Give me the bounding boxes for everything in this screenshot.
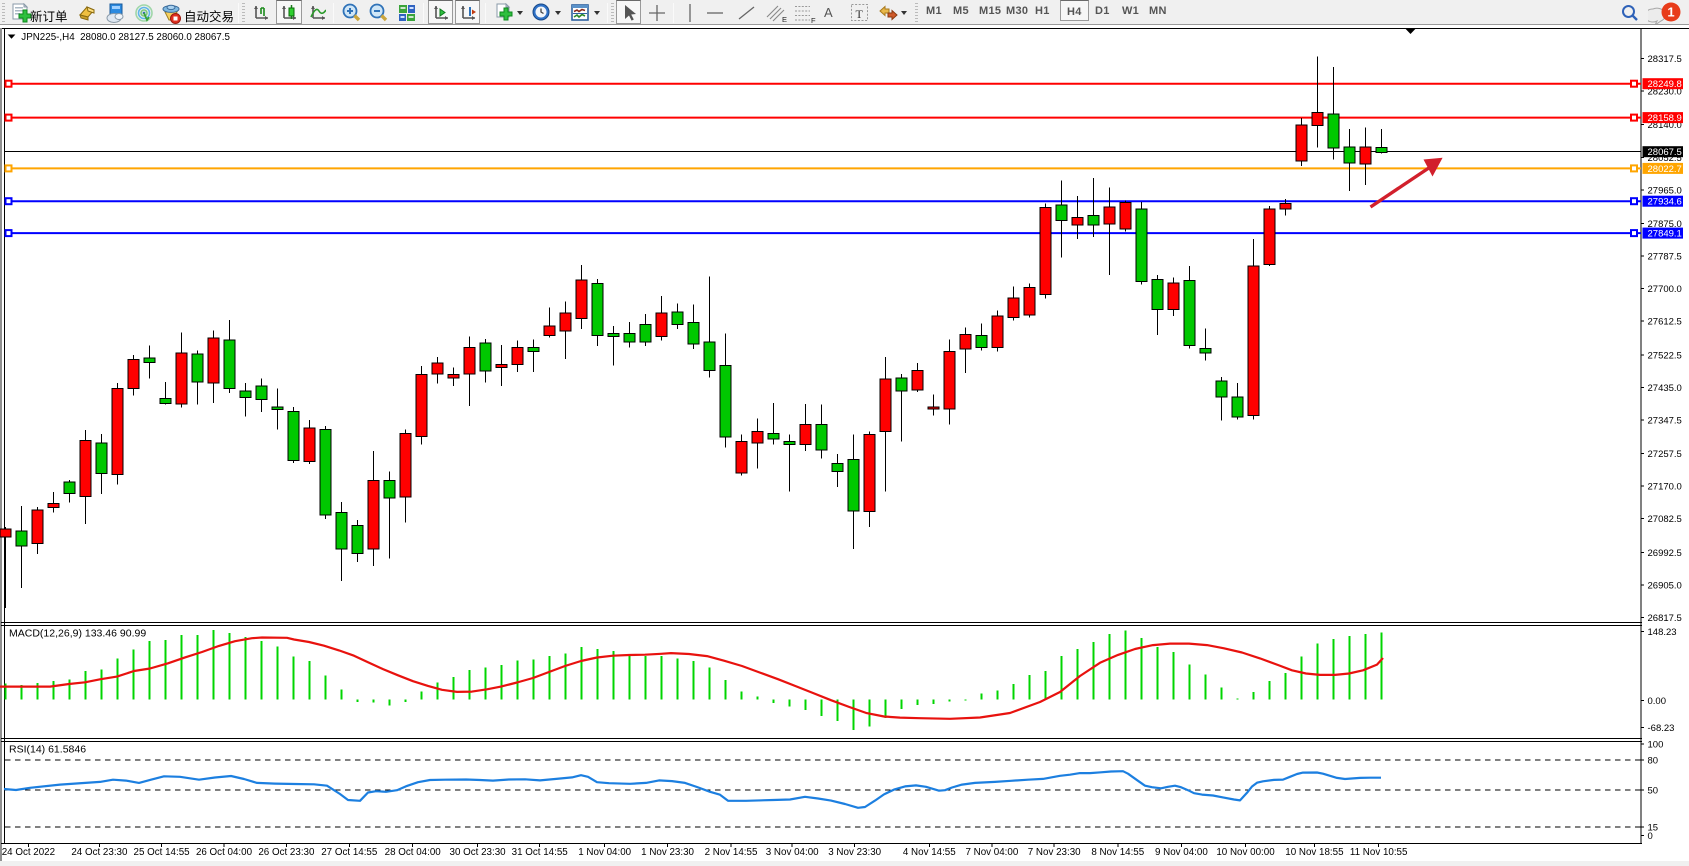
svg-text:28140.0: 28140.0 [1648, 120, 1682, 131]
svg-text:3 Nov 23:30: 3 Nov 23:30 [828, 847, 881, 858]
svg-text:26992.5: 26992.5 [1648, 548, 1682, 559]
svg-text:0.00: 0.00 [1648, 696, 1667, 707]
svg-text:RSI(14) 61.5846: RSI(14) 61.5846 [9, 744, 86, 756]
svg-text:27700.0: 27700.0 [1648, 284, 1682, 295]
svg-text:27522.5: 27522.5 [1648, 350, 1682, 361]
svg-text:148.23: 148.23 [1648, 627, 1677, 638]
svg-text:28 Oct 04:00: 28 Oct 04:00 [385, 847, 442, 858]
svg-text:24 Oct 23:30: 24 Oct 23:30 [71, 847, 128, 858]
svg-text:10 Nov 18:55: 10 Nov 18:55 [1285, 847, 1344, 858]
svg-text:1 Nov 23:30: 1 Nov 23:30 [641, 847, 694, 858]
svg-text:10 Nov 00:00: 10 Nov 00:00 [1216, 847, 1275, 858]
svg-text:27 Oct 14:55: 27 Oct 14:55 [321, 847, 378, 858]
svg-text:27934.6: 27934.6 [1648, 197, 1682, 208]
svg-text:27170.0: 27170.0 [1648, 482, 1682, 493]
svg-text:7 Nov 23:30: 7 Nov 23:30 [1028, 847, 1081, 858]
svg-text:8 Nov 14:55: 8 Nov 14:55 [1091, 847, 1144, 858]
svg-text:27787.5: 27787.5 [1648, 252, 1682, 263]
svg-text:11 Nov 10:55: 11 Nov 10:55 [1350, 847, 1408, 858]
svg-text:50: 50 [1648, 786, 1659, 797]
svg-text:3 Nov 04:00: 3 Nov 04:00 [766, 847, 819, 858]
svg-text:30 Oct 23:30: 30 Oct 23:30 [450, 847, 507, 858]
svg-text:24 Oct 2022: 24 Oct 2022 [2, 847, 55, 858]
svg-text:26905.0: 26905.0 [1648, 580, 1682, 591]
svg-text:26 Oct 04:00: 26 Oct 04:00 [196, 847, 253, 858]
svg-text:MACD(12,26,9) 133.46 90.99: MACD(12,26,9) 133.46 90.99 [9, 628, 146, 640]
svg-text:1: 1 [1667, 5, 1674, 20]
svg-text:F: F [811, 16, 816, 23]
svg-text:28022.7: 28022.7 [1648, 164, 1682, 175]
svg-text:-68.23: -68.23 [1648, 723, 1675, 734]
svg-text:25 Oct 14:55: 25 Oct 14:55 [134, 847, 191, 858]
svg-text:28052.5: 28052.5 [1648, 153, 1682, 164]
svg-text:0: 0 [1648, 831, 1653, 842]
svg-text:27435.0: 27435.0 [1648, 383, 1682, 394]
svg-text:26 Oct 23:30: 26 Oct 23:30 [258, 847, 315, 858]
svg-text:T: T [856, 7, 864, 21]
svg-text:27612.5: 27612.5 [1648, 317, 1682, 328]
svg-text:9 Nov 04:00: 9 Nov 04:00 [1155, 847, 1208, 858]
svg-text:27082.5: 27082.5 [1648, 514, 1682, 525]
svg-text:31 Oct 14:55: 31 Oct 14:55 [512, 847, 569, 858]
svg-text:7 Nov 04:00: 7 Nov 04:00 [965, 847, 1018, 858]
svg-text:27849.1: 27849.1 [1648, 229, 1682, 240]
svg-text:2 Nov 14:55: 2 Nov 14:55 [705, 847, 758, 858]
svg-text:26817.5: 26817.5 [1648, 613, 1682, 624]
svg-text:27257.5: 27257.5 [1648, 449, 1682, 460]
svg-text:28158.9: 28158.9 [1648, 113, 1682, 124]
svg-text:100: 100 [1648, 740, 1664, 751]
svg-text:4 Nov 14:55: 4 Nov 14:55 [903, 847, 956, 858]
svg-text:80: 80 [1648, 755, 1659, 766]
svg-text:28317.5: 28317.5 [1648, 54, 1682, 65]
svg-text:28249.8: 28249.8 [1648, 79, 1682, 90]
svg-text:JPN225-,H4 28080.0 28127.5 28: JPN225-,H4 28080.0 28127.5 28060.0 28067… [21, 32, 230, 43]
svg-text:28230.0: 28230.0 [1648, 87, 1682, 98]
svg-text:27965.0: 27965.0 [1648, 185, 1682, 196]
svg-text:28067.5: 28067.5 [1648, 147, 1682, 158]
svg-text:27875.0: 27875.0 [1648, 219, 1682, 230]
svg-text:15: 15 [1648, 823, 1659, 834]
svg-text:27347.5: 27347.5 [1648, 416, 1682, 427]
svg-text:1 Nov 04:00: 1 Nov 04:00 [578, 847, 631, 858]
svg-text:E: E [782, 15, 787, 23]
